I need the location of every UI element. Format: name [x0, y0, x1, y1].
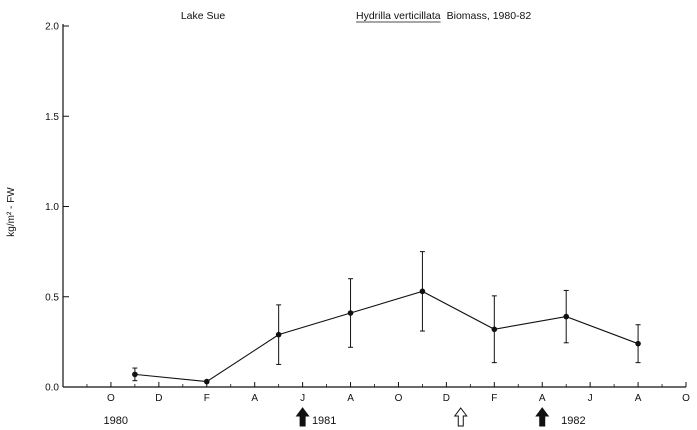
filled-arrow: [535, 407, 550, 427]
x-tick-label: D: [443, 393, 450, 404]
y-tick-label: 1.5: [45, 112, 59, 123]
x-tick-label: A: [251, 393, 258, 404]
chart-title-location: Lake Sue: [181, 10, 226, 22]
data-point: [419, 288, 426, 295]
data-point: [635, 340, 641, 347]
year-label: 1981: [312, 415, 336, 427]
y-tick-label: 1.0: [45, 202, 59, 213]
y-axis-label: kg/m² - FW: [6, 187, 17, 237]
chart-title-species: Hydrilla verticillata: [356, 10, 441, 22]
y-tick-label: 0.0: [45, 383, 59, 394]
data-point: [563, 313, 569, 320]
data-point: [275, 331, 282, 338]
y-tick-label: 0.5: [45, 292, 59, 303]
x-tick-label: F: [204, 393, 210, 404]
series-line: [134, 290, 639, 383]
y-tick-label: 2.0: [45, 22, 59, 33]
x-tick-label: O: [682, 393, 690, 404]
x-tick-label: A: [347, 393, 354, 404]
ticks: 0.0 0.5 1.0 1.5 2.0 O D F A J A O D F A J A O 1980 1981 1982: [45, 22, 690, 428]
x-tick-label: J: [300, 393, 305, 404]
data-marks: [132, 251, 641, 385]
arrow-markers: [295, 407, 550, 427]
x-tick-label: A: [635, 393, 642, 404]
year-label: 1980: [103, 415, 127, 427]
x-tick-label: O: [395, 393, 403, 404]
data-point: [132, 371, 138, 378]
open-arrow: [453, 407, 468, 427]
x-tick-label: O: [107, 393, 115, 404]
x-tick-label: J: [588, 393, 593, 404]
axes: [62, 24, 686, 388]
year-label: 1982: [561, 415, 585, 427]
chart-title-rest: Biomass, 1980-82: [447, 10, 532, 22]
data-point: [203, 378, 210, 385]
data-point: [491, 326, 498, 333]
filled-arrow: [295, 407, 310, 427]
x-tick-label: A: [539, 393, 546, 404]
x-tick-label: F: [491, 393, 497, 404]
x-tick-label: D: [155, 393, 162, 404]
data-point: [347, 310, 354, 316]
